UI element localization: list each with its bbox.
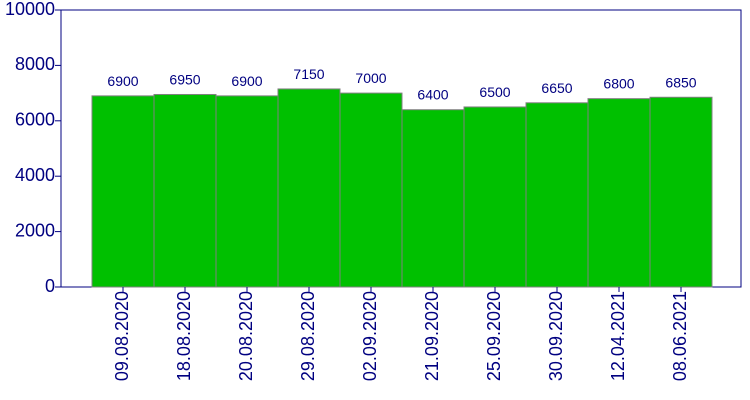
x-tick-label: 25.09.2020: [484, 291, 504, 381]
x-tick-label: 18.08.2020: [174, 291, 194, 381]
bar: [277, 88, 341, 288]
value-label: 6900: [231, 73, 262, 89]
bar: [91, 95, 155, 288]
bar: [649, 96, 713, 288]
bar: [401, 109, 465, 288]
y-tick-label: 6000: [15, 110, 55, 130]
bar: [525, 102, 589, 288]
bar: [463, 106, 527, 288]
x-tick-label: 21.09.2020: [422, 291, 442, 381]
value-label: 6950: [169, 71, 200, 87]
value-label: 6400: [417, 87, 448, 103]
value-label: 7000: [355, 70, 386, 86]
x-tick-label: 30.09.2020: [546, 291, 566, 381]
value-label: 6650: [541, 80, 572, 96]
y-tick-label: 4000: [15, 165, 55, 185]
x-tick-label: 02.09.2020: [360, 291, 380, 381]
value-label: 6500: [479, 84, 510, 100]
bar: [339, 92, 403, 288]
value-label: 6900: [107, 73, 138, 89]
value-label: 6800: [603, 76, 634, 92]
x-tick-label: 20.08.2020: [236, 291, 256, 381]
x-tick-label: 08.06.2021: [670, 291, 690, 381]
value-label: 7150: [293, 66, 324, 82]
bar: [153, 93, 217, 288]
x-tick-label: 09.08.2020: [112, 291, 132, 381]
y-tick-label: 2000: [15, 220, 55, 240]
bar: [215, 95, 279, 288]
x-tick-label: 29.08.2020: [298, 291, 318, 381]
y-tick-label: 0: [45, 276, 55, 296]
bar: [587, 98, 651, 288]
y-tick-label: 10000: [5, 0, 55, 19]
x-tick-label: 12.04.2021: [608, 291, 628, 381]
value-label: 6850: [665, 74, 696, 90]
y-tick-label: 8000: [15, 54, 55, 74]
